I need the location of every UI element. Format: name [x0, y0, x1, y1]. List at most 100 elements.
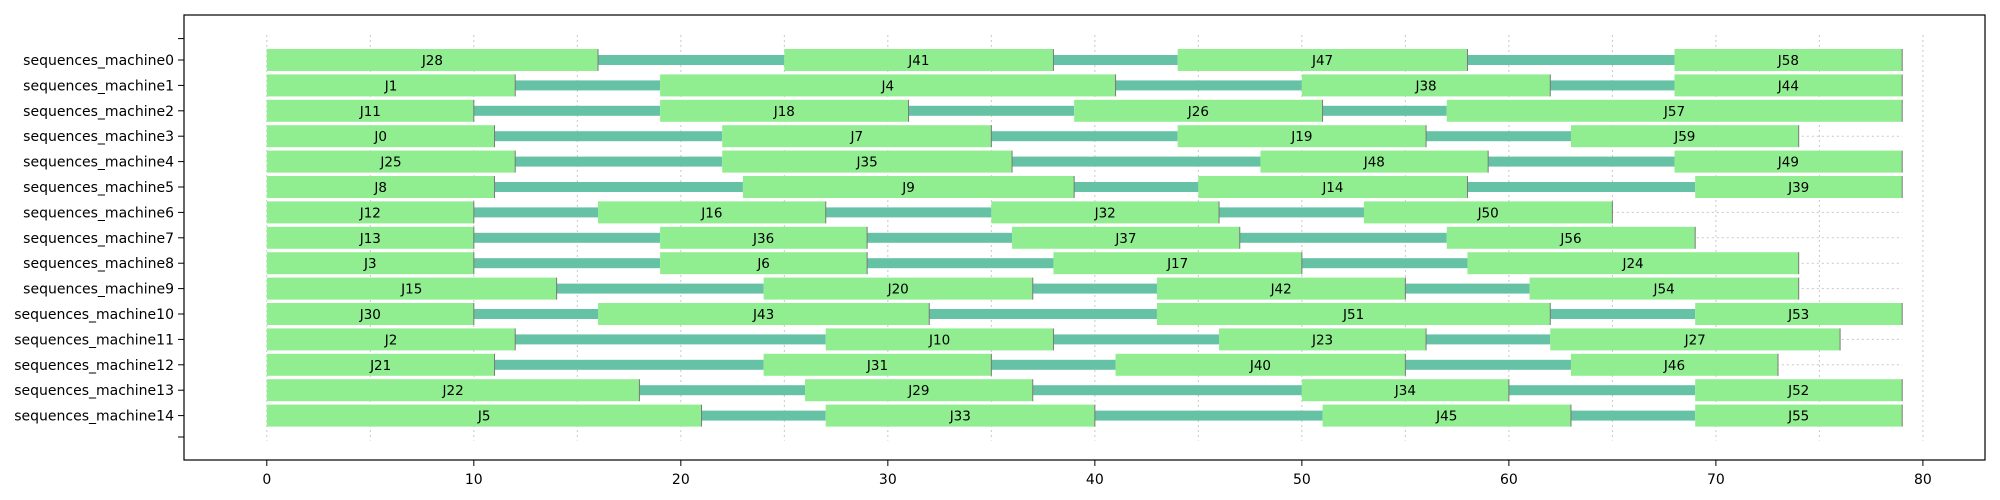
idle-connector [1405, 283, 1530, 294]
job-bar [266, 150, 516, 173]
job-label: J39 [1787, 180, 1809, 196]
axis-layer: sequences_machine0 sequences_machine1sequ… [14, 38, 1932, 488]
job-label: J9 [901, 180, 915, 196]
job-label: J33 [949, 409, 971, 425]
link-layer [473, 55, 1696, 421]
job-bar [1115, 353, 1406, 376]
idle-connector [1012, 156, 1261, 167]
job-bar [266, 226, 474, 249]
job-bar [266, 74, 516, 97]
job-label: J0 [373, 129, 387, 145]
job-bar [1198, 176, 1468, 198]
job-bar [1695, 176, 1903, 198]
y-tick-label: sequences_machine0 [23, 53, 174, 69]
job-bar [266, 252, 474, 275]
job-bar [825, 328, 1054, 351]
job-bar [1695, 303, 1903, 325]
job-label: J36 [752, 231, 774, 247]
job-label: J1 [384, 78, 398, 94]
job-label: J57 [1663, 104, 1685, 120]
idle-connector [1322, 105, 1447, 116]
idle-connector [1550, 309, 1696, 319]
x-tick-label: 40 [1086, 472, 1104, 488]
job-bar [805, 379, 1033, 402]
job-bar [1529, 277, 1799, 300]
idle-connector [867, 258, 1054, 269]
idle-connector [1426, 131, 1571, 142]
idle-connector [473, 232, 661, 243]
job-bar [1177, 125, 1427, 148]
job-label: J30 [359, 307, 381, 323]
idle-connector [1053, 55, 1178, 65]
job-bar [1074, 99, 1323, 122]
job-bar [266, 379, 640, 402]
job-bar [1550, 328, 1841, 351]
y-tick-label: sequences_machine5 [23, 180, 174, 196]
idle-connector [1405, 359, 1571, 370]
y-tick-label: sequences_machine13 [14, 383, 174, 399]
job-label: J25 [379, 155, 401, 171]
job-label: J48 [1363, 155, 1385, 171]
idle-connector [639, 385, 806, 396]
idle-connector [991, 131, 1178, 142]
y-tick-label: sequences_machine14 [14, 409, 174, 425]
job-bar [1301, 379, 1509, 402]
idle-connector [1508, 385, 1696, 396]
job-label: J15 [400, 282, 422, 298]
y-tick-label: sequences_machine6 [23, 205, 174, 221]
job-label: J6 [756, 256, 770, 272]
job-label: J44 [1777, 78, 1799, 94]
x-tick-label: 70 [1707, 472, 1725, 488]
job-bar [660, 99, 909, 122]
job-bar [266, 277, 557, 300]
idle-connector [1032, 385, 1302, 396]
bar-layer [266, 49, 1903, 427]
job-label: J13 [359, 231, 381, 247]
y-tick-label: sequences_machine3 [23, 129, 174, 145]
idle-connector [494, 182, 743, 192]
idle-connector [515, 80, 661, 91]
idle-connector [494, 359, 764, 370]
x-tick-label: 10 [465, 472, 483, 488]
job-label: J21 [369, 358, 391, 374]
job-bar [1446, 226, 1696, 249]
idle-connector [1426, 334, 1551, 345]
job-label: J7 [849, 129, 863, 145]
x-tick-label: 80 [1914, 472, 1932, 488]
job-label: J52 [1787, 383, 1809, 399]
job-bar [1156, 277, 1406, 300]
job-bar [266, 404, 702, 427]
job-label: J16 [700, 205, 722, 221]
label-layer: J28 J41 J47 J58 J1 J4 J38 J44 J11 J18 J26 J57 J0 J7 J1… [359, 53, 1810, 425]
job-label: J50 [1477, 205, 1499, 221]
job-label: J38 [1414, 78, 1436, 94]
job-label: J27 [1684, 332, 1706, 348]
job-label: J18 [773, 104, 795, 120]
idle-connector [515, 156, 723, 167]
job-label: J37 [1114, 231, 1136, 247]
idle-connector [825, 207, 992, 218]
y-tick-label: sequences_machine11 [14, 332, 174, 348]
job-bar [660, 252, 868, 275]
y-tick-label: sequences_machine8 [23, 256, 174, 272]
job-bar [266, 49, 599, 71]
job-label: J22 [442, 383, 464, 399]
job-label: J29 [907, 383, 929, 399]
y-tick-label: sequences_machine4 [23, 155, 174, 171]
job-label: J32 [1094, 205, 1116, 221]
job-label: J26 [1187, 104, 1209, 120]
idle-connector [1239, 232, 1447, 243]
job-bar [784, 49, 1054, 71]
job-label: J35 [856, 155, 878, 171]
job-label: J8 [373, 180, 387, 196]
job-bar [1674, 49, 1903, 71]
job-label: J28 [421, 53, 443, 69]
job-label: J47 [1311, 53, 1333, 69]
job-bar [1012, 226, 1240, 249]
job-label: J54 [1653, 282, 1675, 298]
job-bar [991, 201, 1220, 224]
job-bar [266, 328, 516, 351]
job-bar [1156, 303, 1551, 325]
job-bar [1053, 252, 1302, 275]
